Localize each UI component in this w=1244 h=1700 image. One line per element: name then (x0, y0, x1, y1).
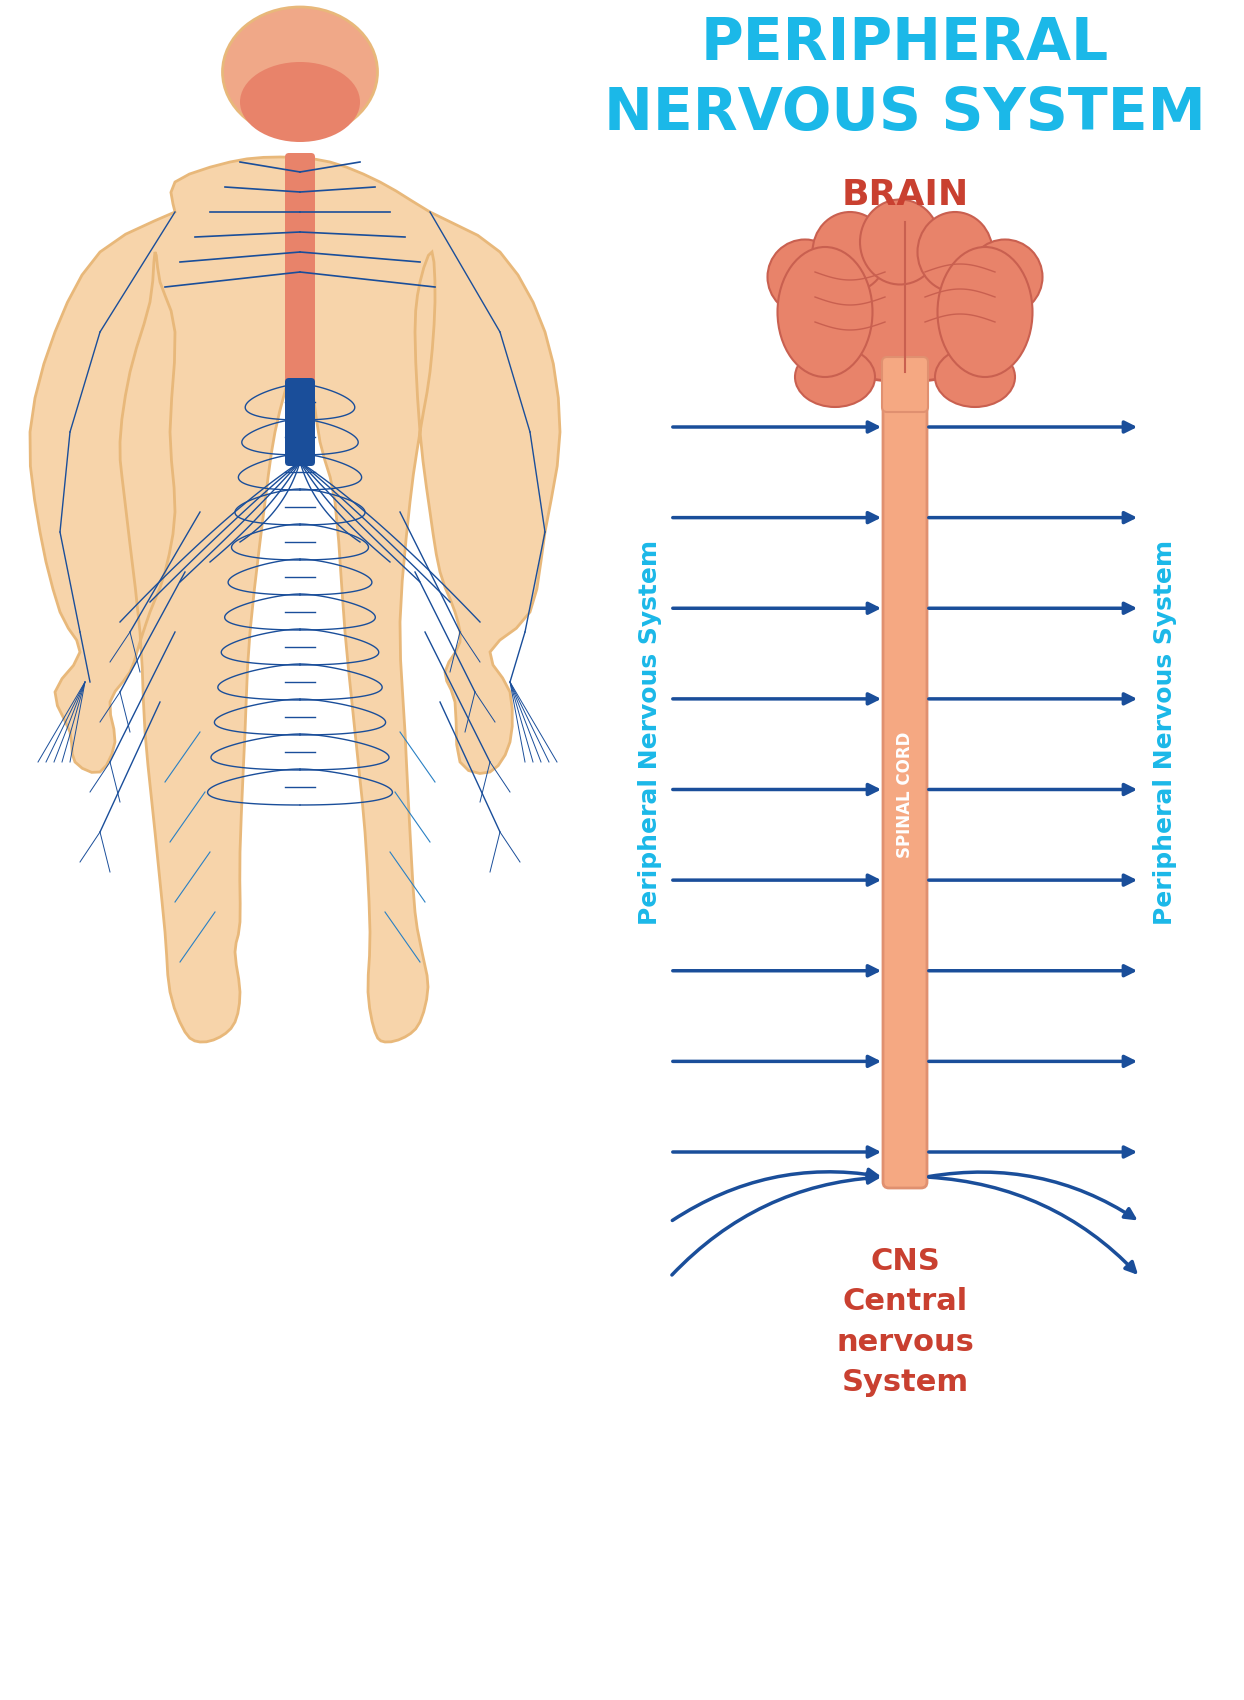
Text: ⓘ depositphotos: ⓘ depositphotos (168, 1659, 280, 1673)
Text: SPINAL CORD: SPINAL CORD (896, 731, 914, 858)
Text: NERVOUS SYSTEM: NERVOUS SYSTEM (605, 85, 1205, 143)
Text: PERIPHERAL: PERIPHERAL (700, 15, 1110, 71)
Ellipse shape (918, 212, 993, 292)
Polygon shape (30, 156, 560, 1042)
Text: BRAIN: BRAIN (841, 178, 969, 212)
Text: Peripheral Nervous System: Peripheral Nervous System (1153, 539, 1177, 925)
Text: CNS
Central
nervous
System: CNS Central nervous System (836, 1246, 974, 1397)
FancyBboxPatch shape (883, 401, 927, 1188)
Ellipse shape (938, 246, 1033, 377)
Ellipse shape (768, 240, 842, 314)
Ellipse shape (935, 347, 1015, 406)
Ellipse shape (223, 7, 377, 138)
Ellipse shape (795, 347, 875, 406)
Ellipse shape (860, 199, 940, 284)
FancyBboxPatch shape (285, 153, 315, 396)
Text: www.depositphotos.com: www.depositphotos.com (894, 1659, 1046, 1673)
Ellipse shape (812, 212, 887, 292)
Ellipse shape (240, 61, 360, 143)
Ellipse shape (785, 223, 1025, 382)
FancyBboxPatch shape (285, 377, 315, 466)
FancyBboxPatch shape (882, 357, 928, 411)
Ellipse shape (778, 246, 872, 377)
Text: Peripheral Nervous System: Peripheral Nervous System (638, 539, 662, 925)
Ellipse shape (968, 240, 1042, 314)
Text: Image ID: 187186622: Image ID: 187186622 (554, 1659, 690, 1673)
